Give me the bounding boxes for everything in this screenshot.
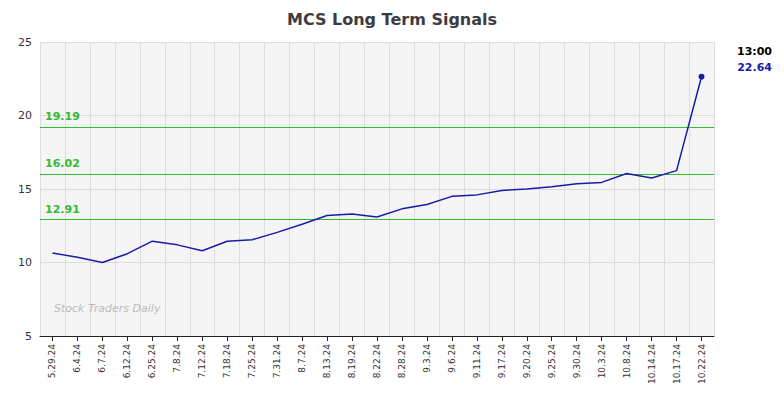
svg-text:10.14.24: 10.14.24 [647, 344, 657, 384]
svg-text:7.8.24: 7.8.24 [172, 344, 182, 373]
svg-text:7.18.24: 7.18.24 [222, 344, 232, 379]
svg-text:25: 25 [18, 36, 32, 49]
svg-text:9.11.24: 9.11.24 [472, 344, 482, 379]
svg-text:9.17.24: 9.17.24 [497, 344, 507, 379]
svg-text:9.6.24: 9.6.24 [447, 344, 457, 373]
svg-text:13:00: 13:00 [737, 45, 772, 58]
svg-text:10: 10 [18, 256, 32, 269]
svg-text:9.30.24: 9.30.24 [572, 344, 582, 379]
svg-text:5.29.24: 5.29.24 [47, 344, 57, 379]
svg-text:15: 15 [18, 183, 32, 196]
svg-text:8.7.24: 8.7.24 [297, 344, 307, 373]
svg-text:Stock Traders Daily: Stock Traders Daily [54, 302, 161, 315]
svg-text:8.13.24: 8.13.24 [322, 344, 332, 379]
svg-text:6.4.24: 6.4.24 [72, 344, 82, 373]
svg-text:8.22.24: 8.22.24 [372, 344, 382, 379]
svg-text:8.19.24: 8.19.24 [347, 344, 357, 379]
svg-text:10.3.24: 10.3.24 [597, 344, 607, 379]
svg-text:6.25.24: 6.25.24 [147, 344, 157, 379]
svg-text:19.19: 19.19 [45, 110, 80, 123]
svg-text:7.12.24: 7.12.24 [197, 344, 207, 379]
svg-text:8.28.24: 8.28.24 [397, 344, 407, 379]
svg-text:20: 20 [18, 109, 32, 122]
svg-text:9.25.24: 9.25.24 [547, 344, 557, 379]
svg-text:10.22.24: 10.22.24 [697, 344, 707, 384]
svg-text:MCS Long Term Signals: MCS Long Term Signals [287, 10, 497, 29]
svg-text:10.8.24: 10.8.24 [622, 344, 632, 379]
svg-text:6.7.24: 6.7.24 [97, 344, 107, 373]
svg-text:9.20.24: 9.20.24 [522, 344, 532, 379]
svg-text:7.31.24: 7.31.24 [272, 344, 282, 379]
svg-text:6.12.24: 6.12.24 [122, 344, 132, 379]
svg-text:16.02: 16.02 [45, 157, 80, 170]
svg-text:12.91: 12.91 [45, 203, 80, 216]
svg-text:10.17.24: 10.17.24 [672, 344, 682, 384]
svg-text:5: 5 [25, 330, 32, 343]
svg-text:9.3.24: 9.3.24 [422, 344, 432, 373]
svg-text:22.64: 22.64 [737, 61, 772, 74]
svg-text:7.25.24: 7.25.24 [247, 344, 257, 379]
